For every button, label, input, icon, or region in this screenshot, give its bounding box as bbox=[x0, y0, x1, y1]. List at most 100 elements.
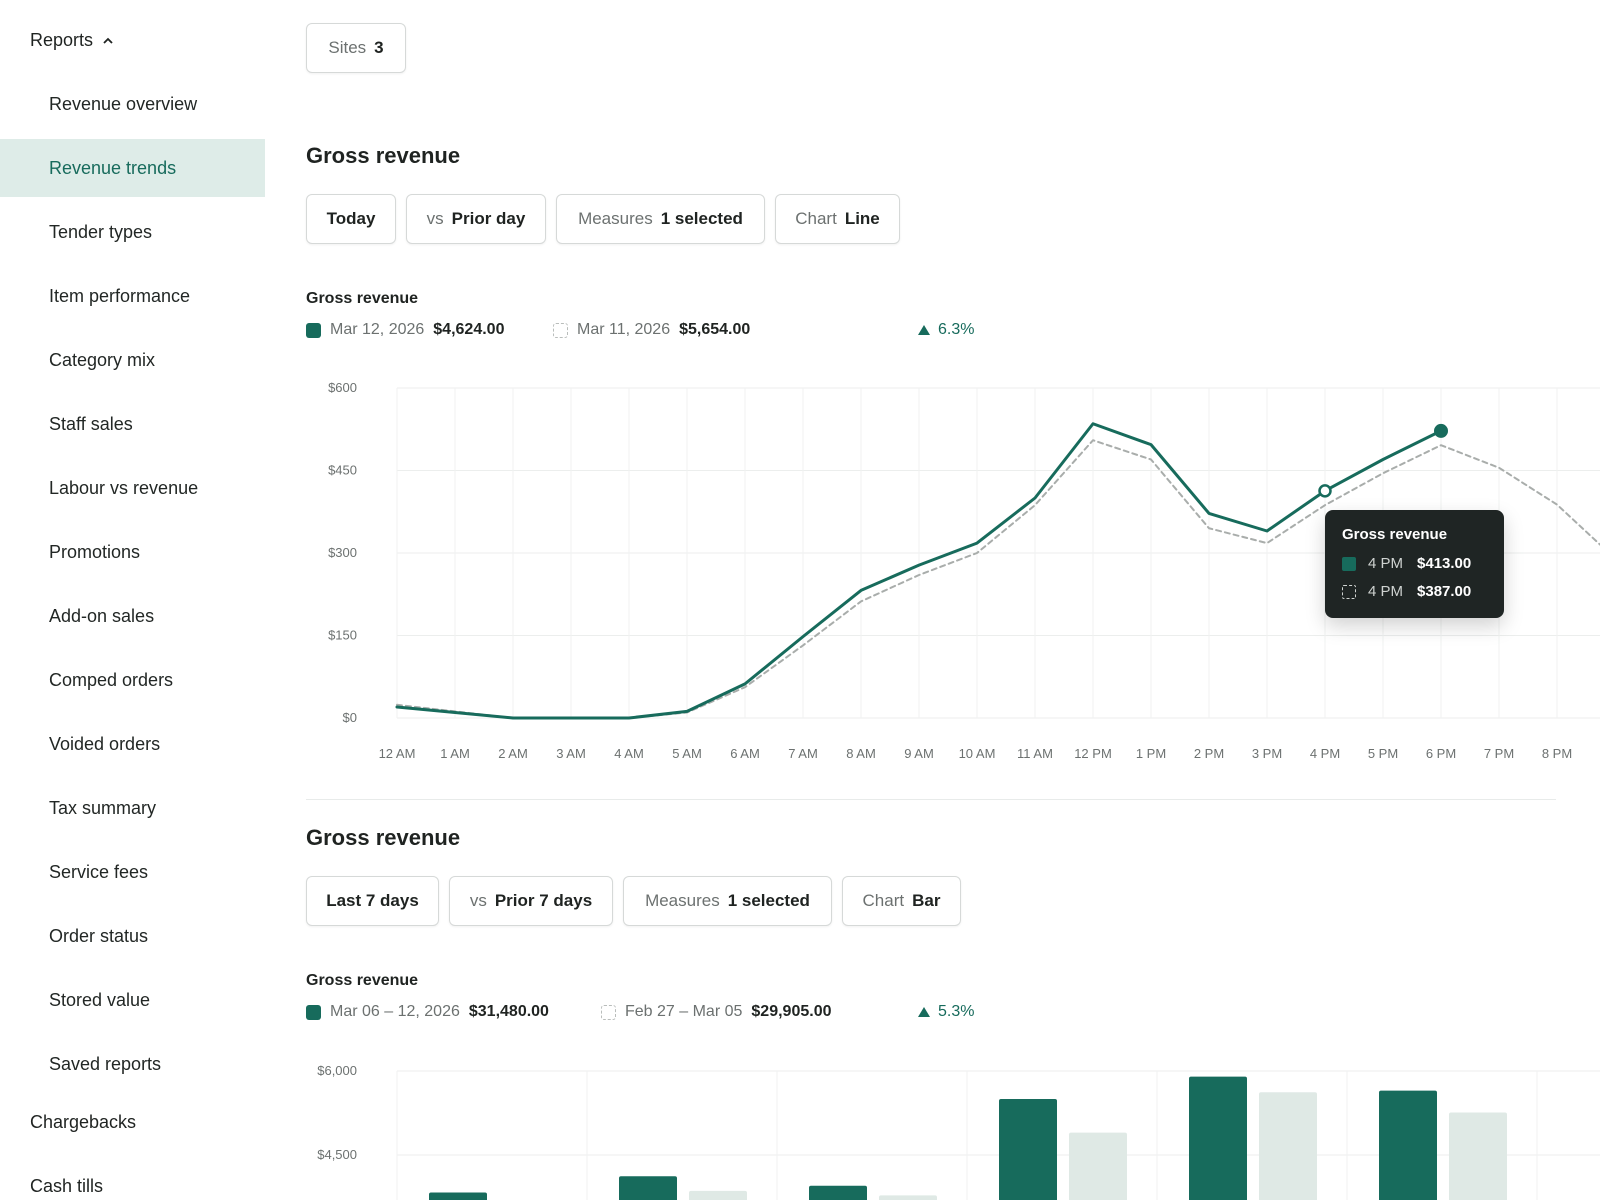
y-tick-label: $450 bbox=[328, 463, 357, 478]
bar-current bbox=[429, 1192, 487, 1200]
sidebar-item-label: Revenue overview bbox=[49, 93, 198, 114]
legend-value: $31,480.00 bbox=[468, 1003, 549, 1020]
sidebar-item-comped-orders[interactable]: Comped orders bbox=[0, 651, 265, 709]
period-button[interactable]: Last 7 days bbox=[306, 876, 439, 926]
sidebar-item-tax-summary[interactable]: Tax summary bbox=[0, 779, 265, 837]
sidebar-item-label: Saved reports bbox=[49, 1053, 162, 1074]
period-value: Today bbox=[326, 209, 376, 228]
period-value: Last 7 days bbox=[326, 891, 419, 910]
x-tick-label: 11 AM bbox=[1017, 746, 1053, 761]
legend-label: Mar 12, 2026 bbox=[330, 321, 425, 338]
bar-chart[interactable]: $4,500 $6,000 bbox=[300, 1050, 1600, 1200]
x-tick-label: 8 PM bbox=[1542, 746, 1572, 761]
bar-prior bbox=[1259, 1092, 1317, 1200]
sidebar-item-label: Comped orders bbox=[49, 669, 174, 690]
chart-type-label: Chart bbox=[795, 209, 837, 228]
sidebar-item-saved-reports[interactable]: Saved reports bbox=[0, 1035, 265, 1093]
sidebar-item-label: Staff sales bbox=[49, 413, 133, 434]
legend-label: Mar 11, 2026 bbox=[577, 321, 671, 338]
x-tick-label: 2 PM bbox=[1194, 746, 1224, 761]
chart-type-value: Line bbox=[844, 209, 880, 228]
sidebar-item-revenue-trends[interactable]: Revenue trends bbox=[0, 139, 265, 197]
x-tick-label: 7 AM bbox=[788, 746, 818, 761]
line-chart[interactable]: $0 $150 $300 $450 $600 12 AM 1 AM 2 AM 3 AM 4 AM 5… bbox=[300, 370, 1600, 770]
x-tick-label: 4 PM bbox=[1310, 746, 1340, 761]
x-tick-label: 3 PM bbox=[1252, 746, 1282, 761]
sidebar-item-label: Labour vs revenue bbox=[49, 477, 199, 498]
measures-value: 1 selected bbox=[727, 891, 810, 910]
bar-prior bbox=[1449, 1112, 1507, 1200]
sidebar-item-label: Revenue trends bbox=[49, 157, 177, 178]
tooltip-value: $413.00 bbox=[1417, 555, 1472, 572]
sidebar-item-order-status[interactable]: Order status bbox=[0, 907, 265, 965]
x-tick-label: 1 AM bbox=[440, 746, 470, 761]
legend-prior: Mar 11, 2026 $5,654.00 bbox=[553, 321, 750, 339]
bar-current bbox=[619, 1176, 677, 1200]
triangle-up-icon bbox=[918, 1007, 930, 1017]
sidebar-item-item-performance[interactable]: Item performance bbox=[0, 267, 265, 325]
x-tick-label: 12 PM bbox=[1074, 746, 1112, 761]
y-tick-label: $150 bbox=[328, 628, 357, 643]
chart-type-value: Bar bbox=[912, 891, 941, 910]
legend-value: $4,624.00 bbox=[433, 321, 505, 338]
sidebar-section-cash-tills[interactable]: Cash tills bbox=[30, 1176, 103, 1197]
sidebar-item-service-fees[interactable]: Service fees bbox=[0, 843, 265, 901]
sidebar-item-label: Order status bbox=[49, 925, 149, 946]
legend-swatch-prior bbox=[553, 322, 568, 338]
sidebar-item-tender-types[interactable]: Tender types bbox=[0, 203, 265, 261]
bar-current bbox=[1379, 1090, 1437, 1200]
tooltip-label: 4 PM bbox=[1368, 583, 1404, 600]
compare-prefix: vs bbox=[469, 891, 487, 910]
sidebar-item-label: Promotions bbox=[49, 541, 141, 562]
compare-button[interactable]: vs Prior day bbox=[406, 194, 546, 244]
section-title: Gross revenue bbox=[306, 143, 461, 168]
chart-type-label: Chart bbox=[862, 891, 905, 910]
sidebar-item-labour-vs-revenue[interactable]: Labour vs revenue bbox=[0, 459, 265, 517]
compare-button[interactable]: vs Prior 7 days bbox=[449, 876, 613, 926]
sidebar-item-promotions[interactable]: Promotions bbox=[0, 523, 265, 581]
sidebar-item-label: Stored value bbox=[49, 989, 151, 1010]
legend-current: Mar 12, 2026 $4,624.00 bbox=[306, 321, 504, 339]
sidebar-section-reports[interactable]: Reports bbox=[30, 30, 113, 51]
compare-prefix: vs bbox=[426, 209, 444, 228]
tooltip-row-current: 4 PM $413.00 bbox=[1342, 555, 1487, 572]
sidebar-item-stored-value[interactable]: Stored value bbox=[0, 971, 265, 1029]
chart-subtitle: Gross revenue bbox=[306, 972, 419, 989]
x-tick-label: 6 PM bbox=[1426, 746, 1456, 761]
measures-button[interactable]: Measures 1 selected bbox=[623, 876, 832, 926]
x-tick-label: 8 AM bbox=[846, 746, 876, 761]
sidebar: Reports Revenue overview Revenue trends Te… bbox=[0, 0, 265, 1200]
x-tick-label: 3 AM bbox=[556, 746, 586, 761]
x-tick-label: 4 AM bbox=[614, 746, 644, 761]
tooltip-value: $387.00 bbox=[1417, 583, 1472, 600]
tooltip-label: 4 PM bbox=[1368, 555, 1404, 572]
x-tick-label: 5 PM bbox=[1368, 746, 1398, 761]
bar-prior bbox=[879, 1195, 937, 1200]
sidebar-item-revenue-overview[interactable]: Revenue overview bbox=[0, 75, 265, 133]
period-button[interactable]: Today bbox=[306, 194, 396, 244]
triangle-up-icon bbox=[918, 325, 930, 335]
sites-filter-button[interactable]: Sites 3 bbox=[306, 23, 406, 73]
sidebar-item-label: Item performance bbox=[49, 285, 191, 306]
series-end-marker bbox=[1434, 423, 1448, 438]
legend-swatch-prior bbox=[601, 1004, 616, 1020]
sidebar-item-category-mix[interactable]: Category mix bbox=[0, 331, 265, 389]
sidebar-item-staff-sales[interactable]: Staff sales bbox=[0, 395, 265, 453]
hover-point-marker bbox=[1318, 484, 1332, 498]
bar-prior bbox=[1069, 1132, 1127, 1200]
chart-type-button[interactable]: Chart Line bbox=[775, 194, 900, 244]
sidebar-item-label: Add-on sales bbox=[49, 605, 155, 626]
sidebar-item-voided-orders[interactable]: Voided orders bbox=[0, 715, 265, 773]
section-title: Gross revenue bbox=[306, 825, 461, 850]
delta-badge: 5.3% bbox=[918, 1003, 974, 1021]
sidebar-item-label: Tender types bbox=[49, 221, 153, 242]
sidebar-section-chargebacks[interactable]: Chargebacks bbox=[30, 1112, 136, 1133]
measures-value: 1 selected bbox=[660, 209, 743, 228]
sidebar-item-label: Service fees bbox=[49, 861, 149, 882]
y-tick-label: $0 bbox=[343, 710, 357, 725]
measures-button[interactable]: Measures 1 selected bbox=[556, 194, 765, 244]
sidebar-item-label: Voided orders bbox=[49, 733, 161, 754]
bar-current bbox=[1189, 1076, 1247, 1200]
sidebar-item-add-on-sales[interactable]: Add-on sales bbox=[0, 587, 265, 645]
chart-type-button[interactable]: Chart Bar bbox=[842, 876, 961, 926]
